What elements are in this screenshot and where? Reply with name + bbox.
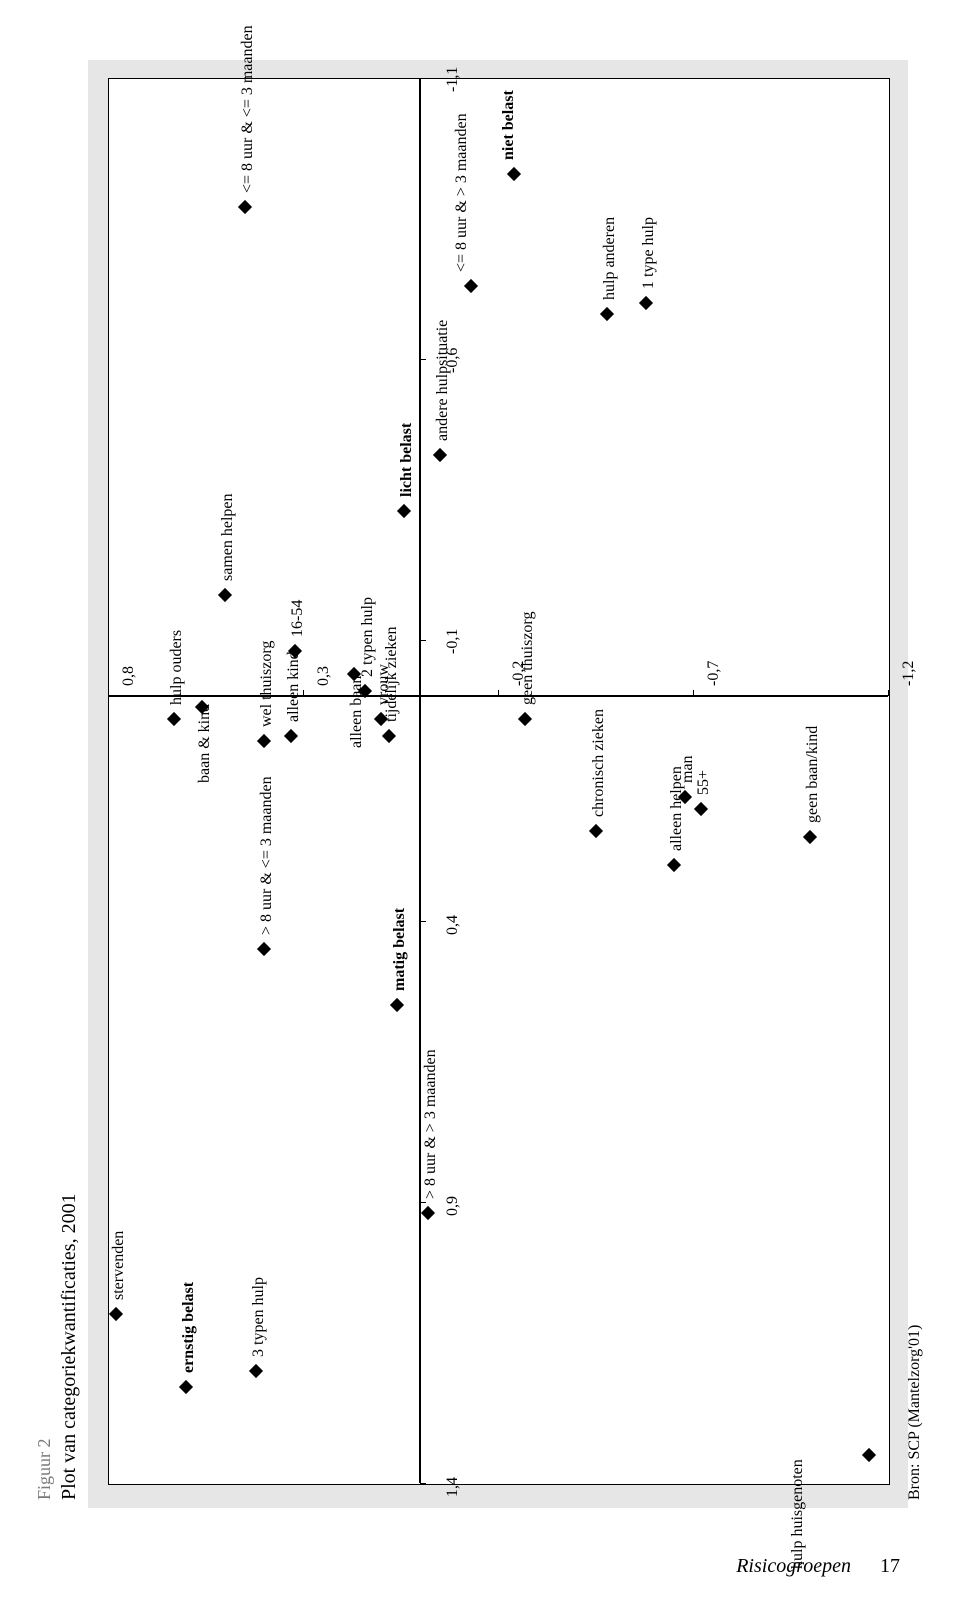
scatter-label: geen thuiszorg <box>519 611 537 704</box>
scatter-label: hulp ouders <box>168 630 186 705</box>
scatter-label: andere hulpsituatie <box>434 319 452 440</box>
scatter-label: matig belast <box>391 908 409 991</box>
scatter-label: geen baan/kind <box>804 725 822 822</box>
figure-number: Figuur 2 <box>34 1438 55 1500</box>
y-tick <box>888 690 889 696</box>
scatter-label: chronisch zieken <box>590 709 608 817</box>
y-tick <box>108 690 109 696</box>
scatter-label: samen helpen <box>219 494 237 582</box>
x-tick <box>420 640 426 641</box>
page-footer: Risicogroepen 17 <box>736 1555 900 1578</box>
x-tick-label: 0,9 <box>444 1196 462 1216</box>
y-tick-label: 0,3 <box>315 666 333 686</box>
figure-title: Plot van categoriekwantificaties, 2001 <box>58 1193 81 1500</box>
y-tick <box>693 690 694 696</box>
scatter-label: <= 8 uur & <= 3 maanden <box>239 26 257 194</box>
x-tick <box>420 921 426 922</box>
scatter-label: hulp anderen <box>601 217 619 300</box>
scatter-label: 3 typen hulp <box>250 1277 268 1357</box>
y-tick-label: -1,2 <box>900 661 918 686</box>
scatter-label: licht belast <box>398 423 416 497</box>
x-tick <box>420 78 426 79</box>
scatter-label: ernstig belast <box>180 1282 198 1373</box>
scatter-label: > 8 uur & <= 3 maanden <box>258 777 276 936</box>
scatter-label: 55+ <box>695 770 713 795</box>
scatter-label: wel thuiszorg <box>258 641 276 727</box>
figure-source: Bron: SCP (Mantelzorg'01) <box>906 1325 924 1500</box>
scatter-label: stervenden <box>110 1231 128 1300</box>
x-tick <box>420 1483 426 1484</box>
scatter-label: alleen kind <box>285 651 303 722</box>
x-tick-label: 0,4 <box>444 915 462 935</box>
scatter-label: 16-54 <box>289 600 307 637</box>
scatter-label: alleen helpen <box>668 766 686 851</box>
x-tick-label: -1,1 <box>444 67 462 92</box>
scatter-label: vrouw <box>375 664 393 705</box>
y-tick-label: 0,8 <box>120 666 138 686</box>
x-tick <box>420 1202 426 1203</box>
scatter-label: > 8 uur & > 3 maanden <box>422 1050 440 1200</box>
scatter-label: 1 type hulp <box>640 217 658 289</box>
scatter-label: <= 8 uur & > 3 maanden <box>453 113 471 272</box>
x-tick-label: -0,1 <box>444 629 462 654</box>
page: Figuur 2 Plot van categoriekwantificatie… <box>0 0 960 1608</box>
scatter-label: niet belast <box>500 90 518 160</box>
scatter-plot-box <box>108 78 890 1485</box>
scatter-label: hulp huisgenoten <box>789 1459 807 1569</box>
footer-page-number: 17 <box>880 1555 900 1577</box>
x-tick-label: 1,4 <box>444 1477 462 1497</box>
x-tick <box>420 359 426 360</box>
y-tick-label: -0,7 <box>705 661 723 686</box>
scatter-label: baan & kind <box>196 704 214 783</box>
y-tick <box>498 690 499 696</box>
x-axis <box>419 78 421 1483</box>
scatter-label: alleen baan <box>348 675 366 747</box>
